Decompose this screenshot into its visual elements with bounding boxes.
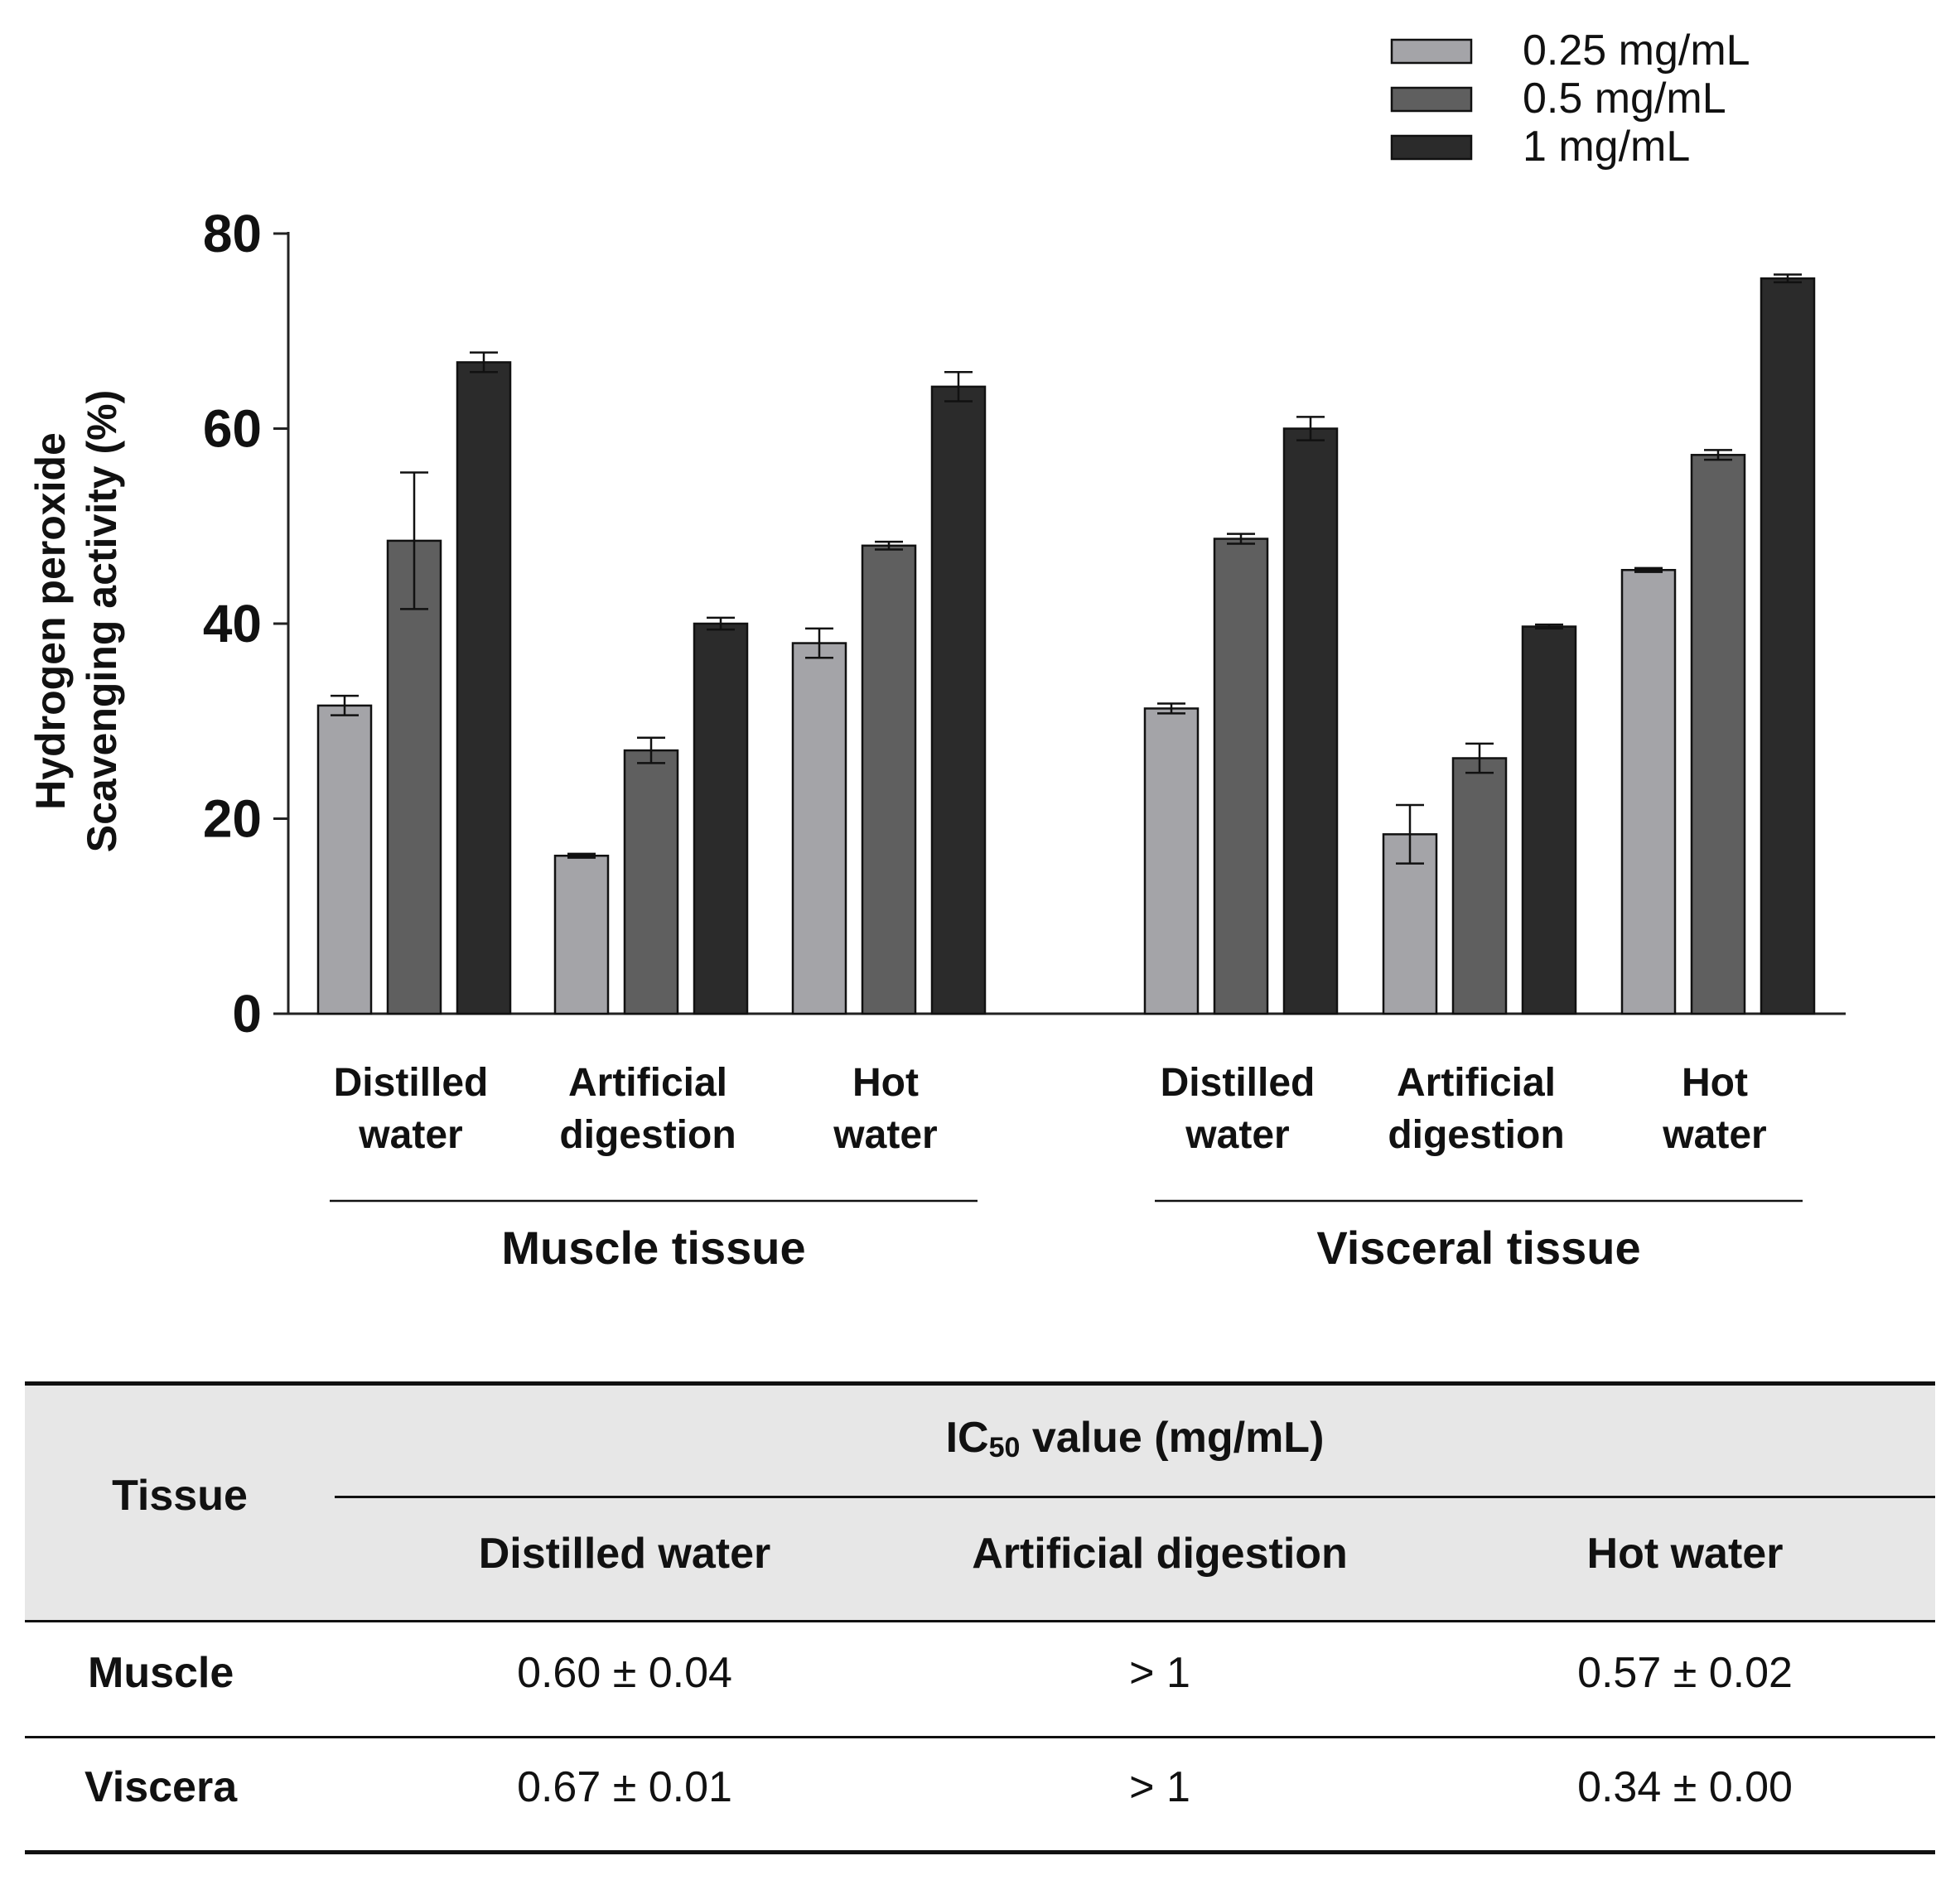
category-label-line1: Distilled	[1161, 1061, 1316, 1105]
table-col-hot-water: Hot water	[1586, 1530, 1784, 1578]
legend-label: 0.5 mg/mL	[1523, 75, 1726, 123]
legend-swatch	[1390, 134, 1473, 161]
table-header-rule	[25, 1620, 1935, 1622]
bar	[1213, 537, 1269, 1015]
y-tick-label: 20	[203, 789, 262, 849]
category-label-line2: water	[358, 1113, 462, 1157]
table-header-background	[25, 1381, 1935, 1622]
bar	[1143, 707, 1200, 1015]
bar	[456, 361, 512, 1015]
group-label: Visceral tissue	[1316, 1222, 1640, 1274]
table-cell-viscera-artificial: > 1	[1129, 1763, 1190, 1811]
category-label-line1: Artificial	[1397, 1061, 1556, 1105]
bar	[553, 854, 610, 1015]
table-cell-viscera-distilled: 0.67 ± 0.01	[517, 1763, 732, 1811]
table-header-tissue: Tissue	[112, 1472, 248, 1520]
table-header-ic50: IC50 value (mg/mL)	[945, 1414, 1325, 1463]
bar	[1760, 277, 1816, 1015]
bar	[861, 544, 917, 1015]
table-cell-muscle-artificial: > 1	[1129, 1649, 1190, 1697]
y-tick-label: 0	[232, 984, 262, 1044]
y-tick-label: 80	[203, 204, 262, 263]
y-axis-title-line2: Scavenging activity (%)	[79, 390, 125, 853]
bar	[930, 385, 987, 1015]
table-header-subrule	[335, 1496, 1935, 1498]
table-row-muscle-label: Muscle	[88, 1649, 234, 1697]
table-top-rule	[25, 1381, 1935, 1386]
bar	[623, 749, 679, 1015]
bar	[316, 704, 373, 1015]
table-cell-muscle-distilled: 0.60 ± 0.04	[517, 1649, 732, 1697]
table-bottom-rule	[25, 1850, 1935, 1854]
legend-swatch	[1390, 86, 1473, 113]
category-label-line1: Hot	[852, 1061, 919, 1105]
category-label-line2: water	[1185, 1113, 1289, 1157]
bar	[1620, 568, 1677, 1015]
category-label-line2: digestion	[1388, 1113, 1564, 1157]
bar	[1451, 757, 1508, 1015]
y-tick-label: 40	[203, 594, 262, 653]
category-label-line2: water	[833, 1113, 937, 1157]
legend-swatch	[1390, 38, 1473, 65]
bar	[1690, 454, 1746, 1015]
legend-label: 1 mg/mL	[1523, 123, 1690, 171]
bar	[1521, 625, 1577, 1015]
bar	[791, 642, 847, 1015]
legend-label: 0.25 mg/mL	[1523, 27, 1750, 75]
category-label-line1: Hot	[1682, 1061, 1748, 1105]
y-tick-label: 60	[203, 399, 262, 459]
table-row-viscera-label: Viscera	[84, 1763, 238, 1811]
category-label-line2: water	[1662, 1113, 1766, 1157]
bar	[693, 622, 749, 1015]
bar	[1282, 427, 1339, 1015]
category-label-line1: Artificial	[568, 1061, 727, 1105]
table-cell-viscera-hot: 0.34 ± 0.00	[1577, 1763, 1793, 1811]
y-axis-title-line1: Hydrogen peroxide	[27, 432, 74, 810]
table-col-distilled-water: Distilled water	[478, 1530, 771, 1578]
table-row-rule	[25, 1736, 1935, 1738]
table-col-artificial-digestion: Artificial digestion	[972, 1530, 1348, 1578]
bar-chart: 0 20 40 60 80 Hydrogen peroxide Scavenging act…	[27, 27, 1846, 1274]
category-label-line1: Distilled	[334, 1061, 489, 1105]
category-label-line2: digestion	[559, 1113, 736, 1157]
table-cell-muscle-hot: 0.57 ± 0.02	[1577, 1649, 1793, 1697]
bar	[386, 539, 442, 1015]
group-label: Muscle tissue	[501, 1222, 805, 1274]
